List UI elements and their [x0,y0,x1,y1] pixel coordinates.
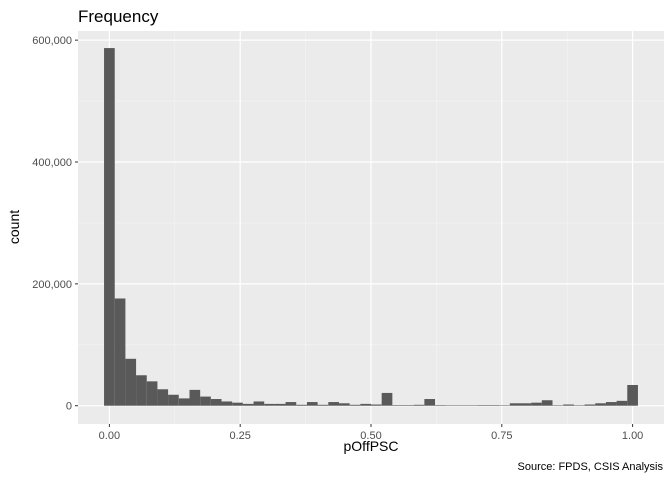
histogram-bar [242,403,254,406]
histogram-bar [253,401,265,406]
histogram-bar [403,405,414,406]
histogram-bar [274,403,286,406]
histogram-bar [552,405,564,406]
y-tick-label: 0 [66,401,72,413]
histogram-bar [168,394,179,406]
y-axis-title: count [6,210,22,244]
histogram-bar [392,405,404,406]
histogram-bar [360,403,372,406]
x-axis-ticks: 0.00 0.25 0.50 0.75 1.00 [99,424,643,442]
y-tick-label: 400,000 [32,157,72,169]
x-tick-label: 0.50 [360,430,381,442]
x-tick-label: 0.00 [99,430,120,442]
histogram-bar [125,358,137,406]
histogram-bar [616,400,628,406]
chart-title: Frequency [78,7,159,26]
histogram-bar [338,403,350,406]
histogram-bar [595,403,606,406]
histogram-bar [413,404,425,406]
x-tick-label: 0.75 [491,430,512,442]
histogram-bar [221,401,233,406]
histogram-bar [200,396,211,406]
histogram-bar [317,404,329,406]
histogram-bar [605,402,617,406]
y-axis-ticks: 0 200,000 400,000 600,000 [32,35,78,413]
x-tick-label: 0.25 [229,430,250,442]
histogram-bar [499,405,510,406]
histogram-bar [520,403,532,406]
histogram-bar [264,403,275,406]
histogram-bar [210,399,222,406]
y-tick-label: 600,000 [32,35,72,47]
histogram-bar [531,402,542,406]
histogram-bar [114,298,126,406]
histogram-bar [477,405,489,406]
histogram-bar [349,404,361,406]
histogram-bar [573,405,585,406]
histogram-bar [627,385,638,406]
histogram-bar [435,405,446,406]
histogram-bar [328,402,339,406]
x-axis-title: pOffPSC [344,438,399,454]
x-tick-label: 1.00 [622,430,643,442]
histogram-bar [563,404,574,406]
histogram-bar [584,404,596,406]
histogram-bar [146,381,158,406]
histogram-bar [232,402,243,406]
histogram-bar [456,405,468,406]
histogram-bar [157,389,169,406]
source-caption: Source: FPDS, CSIS Analysis [518,461,664,473]
histogram-bar [296,404,307,406]
histogram-bar [178,398,190,406]
histogram-bar [381,392,393,406]
histogram-bar [370,404,382,406]
y-tick-label: 200,000 [32,279,72,291]
histogram-bar [189,389,201,406]
histogram-bar [541,400,553,406]
histogram-bars [104,48,638,406]
histogram-bar [424,399,436,406]
histogram-bar [445,405,457,406]
histogram-bar [467,405,478,406]
histogram-bar [488,405,500,406]
histogram-bar [306,402,318,406]
histogram-bar [104,48,115,406]
histogram-bar [136,375,147,406]
histogram-bar [509,403,521,406]
histogram-bar [285,402,297,406]
